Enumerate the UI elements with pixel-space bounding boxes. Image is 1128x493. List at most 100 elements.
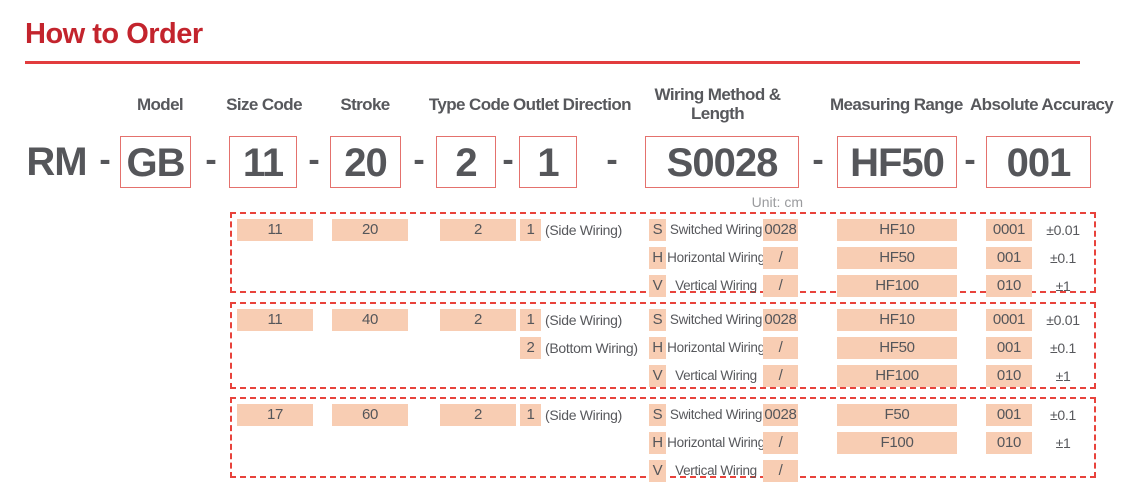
option-group-1: 11 20 2 1 (Side Wiring) S Switched Wirin… <box>230 212 1096 297</box>
header-wiring-line2: Length <box>690 104 745 123</box>
title-underline <box>25 61 1080 64</box>
measuring-range-cell: F50 <box>837 404 957 426</box>
accuracy-value: ±0.1 <box>1050 407 1076 423</box>
header-wiring-line1: Wiring Method & <box>654 85 781 104</box>
wiring-label: Switched Wiring <box>669 222 763 237</box>
code-segment-size: 11 <box>229 136 297 188</box>
code-segment-type-code: 2 <box>436 136 496 188</box>
wiring-label: Switched Wiring <box>669 312 763 327</box>
header-measuring-range: Measuring Range <box>830 95 963 114</box>
accuracy-code-cell: 0001 <box>986 219 1032 241</box>
accuracy-code-cell: 010 <box>986 275 1032 297</box>
wiring-code-cell: V <box>649 460 666 482</box>
wiring-length-cell: / <box>763 275 798 297</box>
wiring-code-cell: H <box>649 247 666 269</box>
option-row: 11 20 2 1 (Side Wiring) S Switched Wirin… <box>232 219 1094 241</box>
accuracy-value: ±0.01 <box>1046 312 1080 328</box>
measuring-range-cell: HF10 <box>837 219 957 241</box>
wiring-code-cell: S <box>649 404 666 426</box>
type-code-cell: 2 <box>440 404 516 426</box>
wiring-code-cell: H <box>649 432 666 454</box>
wiring-label: Horizontal Wiring <box>667 250 765 265</box>
header-model: Model <box>136 95 184 114</box>
option-group-3: 17 60 2 1 (Side Wiring) S Switched Wirin… <box>230 397 1096 482</box>
code-separator: - <box>606 141 618 179</box>
wiring-length-cell: / <box>763 365 798 387</box>
unit-note: Unit: cm <box>751 194 803 210</box>
accuracy-value: ±1 <box>1055 435 1071 451</box>
outlet-code-cell: 1 <box>520 404 541 426</box>
header-outlet-direction: Outlet Direction <box>513 95 632 114</box>
order-code: RM - GB - 11 - 20 - 2 - 1 - S0028 - HF50… <box>0 136 1128 190</box>
wiring-length-cell: 0028 <box>763 309 798 331</box>
wiring-label: Vertical Wiring <box>675 368 757 383</box>
option-group-2: 11 40 2 1 (Side Wiring) S Switched Wirin… <box>230 302 1096 389</box>
size-code-cell: 17 <box>237 404 313 426</box>
accuracy-value: ±0.1 <box>1050 250 1076 266</box>
code-segment-outlet: 1 <box>519 136 577 188</box>
measuring-range-cell: F100 <box>837 432 957 454</box>
measuring-range-cell: HF50 <box>837 337 957 359</box>
type-code-cell: 2 <box>440 309 516 331</box>
code-separator: - <box>308 141 320 179</box>
wiring-length-cell: / <box>763 432 798 454</box>
outlet-label: (Side Wiring) <box>545 312 623 328</box>
outlet-label: (Side Wiring) <box>545 222 623 238</box>
accuracy-value: ±1 <box>1055 368 1071 384</box>
code-separator: - <box>812 141 824 179</box>
wiring-length-cell: / <box>763 247 798 269</box>
accuracy-code-cell: 001 <box>986 337 1032 359</box>
measuring-range-cell: HF10 <box>837 309 957 331</box>
outlet-code-cell: 2 <box>520 337 541 359</box>
accuracy-code-cell: 001 <box>986 404 1032 426</box>
code-segment-model: RM <box>26 140 87 184</box>
code-segment-range: HF50 <box>837 136 957 188</box>
option-row: 11 40 2 1 (Side Wiring) S Switched Wirin… <box>232 309 1094 331</box>
wiring-length-cell: 0028 <box>763 219 798 241</box>
measuring-range-cell: HF50 <box>837 247 957 269</box>
code-separator: - <box>502 141 514 179</box>
accuracy-code-cell: 010 <box>986 432 1032 454</box>
size-code-cell: 11 <box>237 309 313 331</box>
outlet-code-cell: 1 <box>520 219 541 241</box>
option-row: V Vertical Wiring / <box>232 460 1094 482</box>
header-size-code: Size Code <box>226 95 302 114</box>
code-separator: - <box>964 141 976 179</box>
header-absolute-accuracy: Absolute Accuracy <box>970 95 1114 114</box>
stroke-cell: 40 <box>332 309 408 331</box>
wiring-code-cell: H <box>649 337 666 359</box>
option-row: 17 60 2 1 (Side Wiring) S Switched Wirin… <box>232 404 1094 426</box>
option-row: V Vertical Wiring / HF100 010 ±1 <box>232 275 1094 297</box>
header-wiring-method-length: Wiring Method & Length <box>645 85 790 123</box>
option-row: H Horizontal Wiring / F100 010 ±1 <box>232 432 1094 454</box>
header-type-code: Type Code <box>428 95 510 114</box>
wiring-label: Vertical Wiring <box>675 463 757 478</box>
code-separator: - <box>413 141 425 179</box>
code-segment-size-code: GB <box>120 136 191 188</box>
wiring-length-cell: 0028 <box>763 404 798 426</box>
wiring-label: Horizontal Wiring <box>667 435 765 450</box>
accuracy-code-cell: 001 <box>986 247 1032 269</box>
accuracy-value: ±1 <box>1055 278 1071 294</box>
option-row: 2 (Bottom Wiring) H Horizontal Wiring / … <box>232 337 1094 359</box>
wiring-code-cell: S <box>649 309 666 331</box>
wiring-code-cell: V <box>649 365 666 387</box>
code-separator: - <box>205 141 217 179</box>
wiring-label: Switched Wiring <box>669 407 763 422</box>
wiring-length-cell: / <box>763 460 798 482</box>
code-segment-accuracy: 001 <box>986 136 1091 188</box>
outlet-label: (Side Wiring) <box>545 407 623 423</box>
type-code-cell: 2 <box>440 219 516 241</box>
accuracy-value: ±0.01 <box>1046 222 1080 238</box>
wiring-code-cell: V <box>649 275 666 297</box>
header-stroke: Stroke <box>340 95 390 114</box>
size-code-cell: 11 <box>237 219 313 241</box>
accuracy-code-cell: 0001 <box>986 309 1032 331</box>
wiring-length-cell: / <box>763 337 798 359</box>
stroke-cell: 60 <box>332 404 408 426</box>
code-segment-stroke: 20 <box>330 136 401 188</box>
measuring-range-cell: HF100 <box>837 365 957 387</box>
accuracy-code-cell: 010 <box>986 365 1032 387</box>
outlet-label: (Bottom Wiring) <box>545 340 638 356</box>
